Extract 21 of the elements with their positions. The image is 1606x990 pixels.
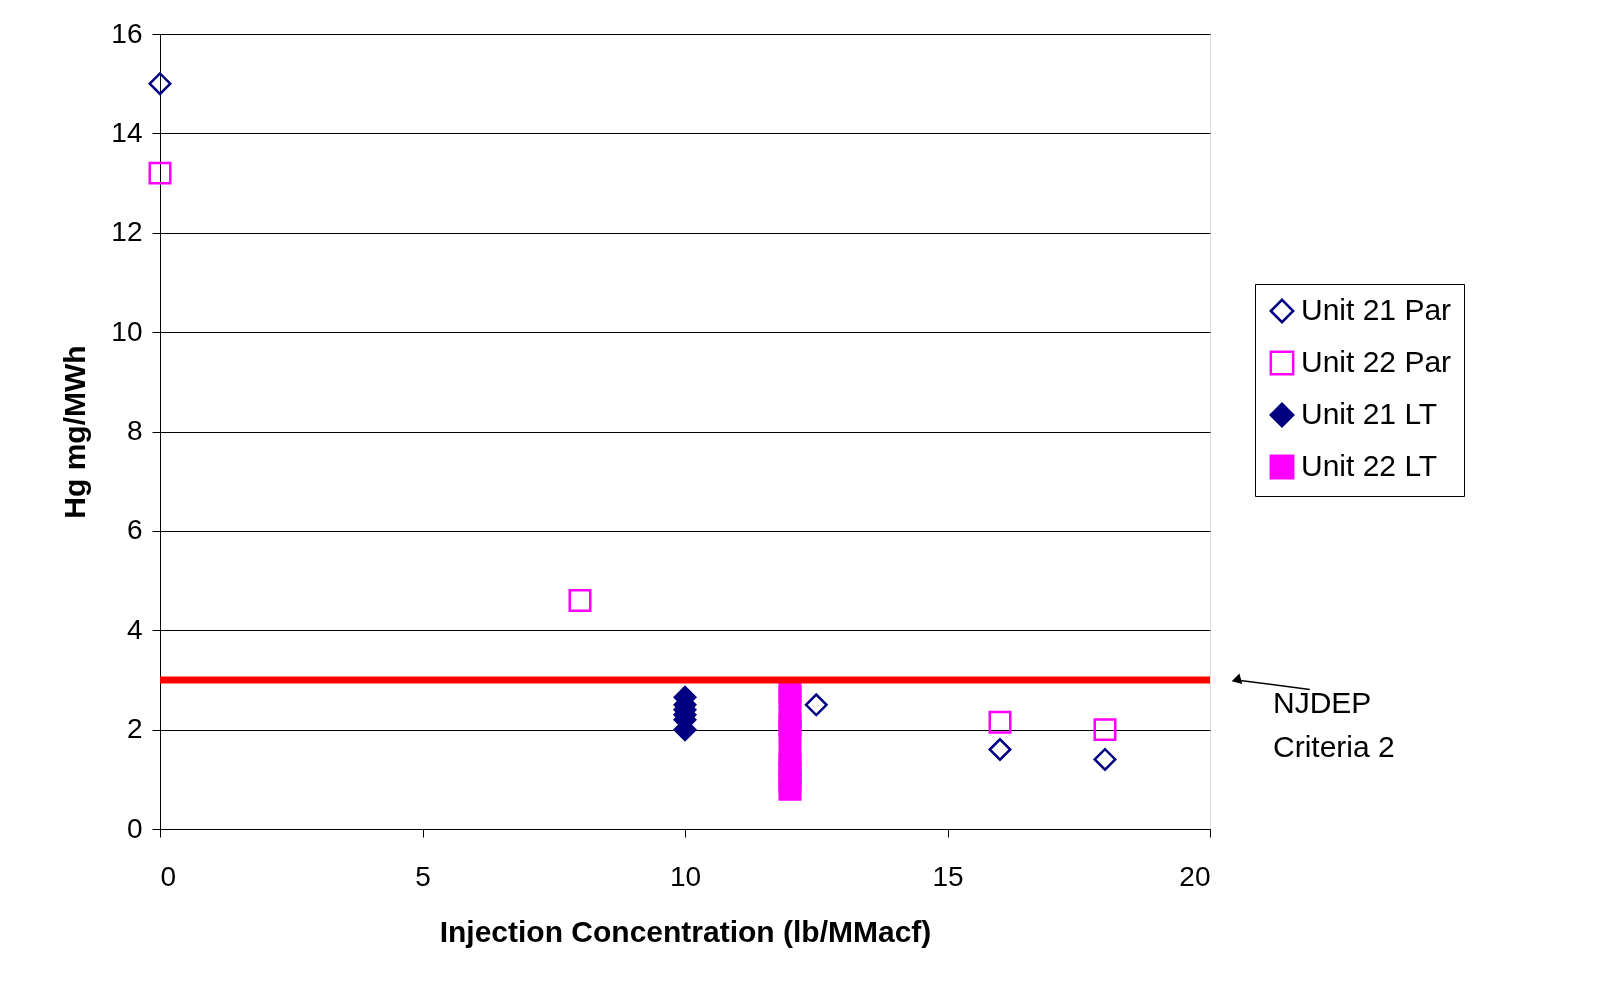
x-tick-label: 0 bbox=[160, 860, 177, 892]
y-tick-label: 14 bbox=[111, 116, 143, 148]
x-tick-label: 15 bbox=[932, 860, 964, 892]
legend-label: Unit 21 Par bbox=[1301, 293, 1452, 326]
x-tick-label: 20 bbox=[1179, 860, 1211, 892]
y-tick-label: 10 bbox=[111, 315, 143, 347]
x-axis-title: Injection Concentration (lb/MMacf) bbox=[439, 914, 932, 948]
y-axis-title: Hg mg/MWh bbox=[58, 345, 92, 519]
y-tick-label: 4 bbox=[126, 613, 143, 645]
y-tick-label: 12 bbox=[111, 216, 143, 248]
y-tick-label: 8 bbox=[126, 415, 143, 446]
legend-label: Unit 22 LT bbox=[1301, 449, 1438, 482]
ref-line-label: NJDEP Criteria 2 bbox=[1273, 685, 1395, 763]
legend-label: Unit 22 Par bbox=[1301, 345, 1452, 378]
x-tick-label: 5 bbox=[415, 860, 431, 892]
y-tick-label: 6 bbox=[126, 514, 143, 546]
y-tick-label: 2 bbox=[126, 713, 143, 745]
legend-label: Unit 21 LT bbox=[1301, 397, 1438, 430]
y-tick-label: 16 bbox=[111, 17, 143, 49]
x-tick-label: 10 bbox=[669, 860, 702, 892]
y-tick-label: 0 bbox=[126, 812, 143, 844]
